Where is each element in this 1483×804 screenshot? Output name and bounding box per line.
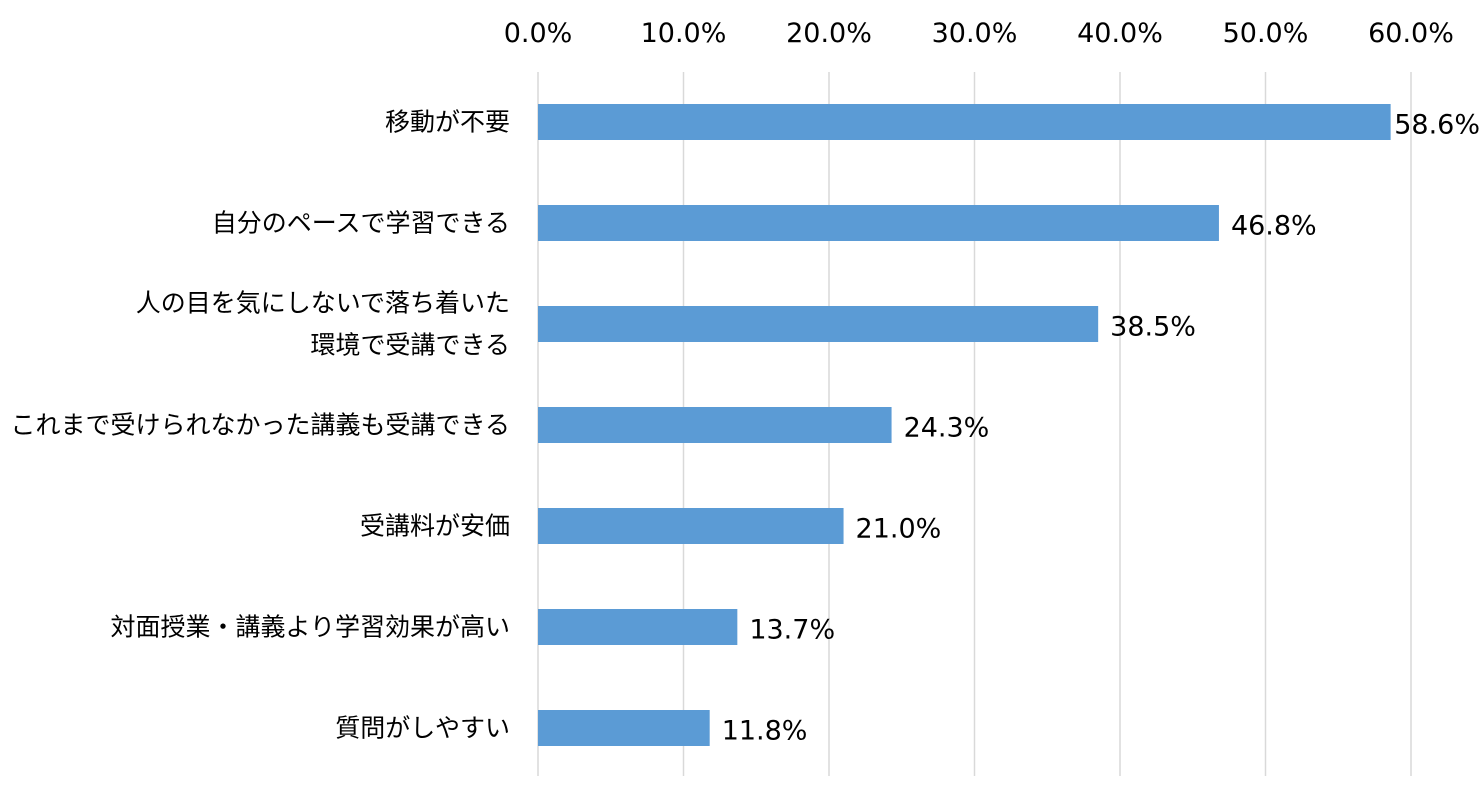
bars [538, 104, 1391, 746]
data-labels: 58.6% 46.8% 38.5% 24.3% 21.0% 13.7% 11.8% [722, 110, 1480, 747]
data-label: 38.5% [1110, 312, 1196, 343]
x-axis-ticks: 0.0% 10.0% 20.0% 30.0% 40.0% 50.0% 60.0% [504, 18, 1454, 49]
bar [538, 205, 1219, 241]
category-label: 自分のペースで学習できる [212, 209, 510, 238]
bar [538, 609, 738, 645]
x-tick-label: 10.0% [641, 18, 727, 49]
data-label: 58.6% [1394, 110, 1480, 141]
data-label: 21.0% [856, 514, 942, 545]
x-tick-label: 40.0% [1077, 18, 1163, 49]
category-label: 対面授業・講義より学習効果が高い [110, 613, 510, 642]
x-tick-label: 0.0% [504, 18, 573, 49]
bar [538, 306, 1099, 342]
category-label: 環境で受講できる [310, 331, 510, 360]
data-label: 13.7% [749, 615, 835, 646]
bar [538, 104, 1391, 140]
category-label: 人の目を気にしないで落ち着いた [136, 289, 510, 318]
bar [538, 508, 844, 544]
category-labels: 移動が不要自分のペースで学習できる人の目を気にしないで落ち着いた環境で受講できる… [10, 108, 510, 743]
x-tick-label: 60.0% [1368, 18, 1454, 49]
data-label: 46.8% [1231, 211, 1317, 242]
bar [538, 710, 710, 746]
x-tick-label: 50.0% [1223, 18, 1309, 49]
data-label: 24.3% [904, 413, 990, 444]
x-tick-label: 30.0% [932, 18, 1018, 49]
category-label: これまで受けられなかった講義も受講できる [10, 411, 510, 440]
bar [538, 407, 892, 443]
category-label: 質問がしやすい [335, 714, 510, 743]
category-label: 移動が不要 [385, 108, 510, 137]
x-tick-label: 20.0% [786, 18, 872, 49]
data-label: 11.8% [722, 716, 808, 747]
category-label: 受講料が安価 [360, 512, 510, 541]
